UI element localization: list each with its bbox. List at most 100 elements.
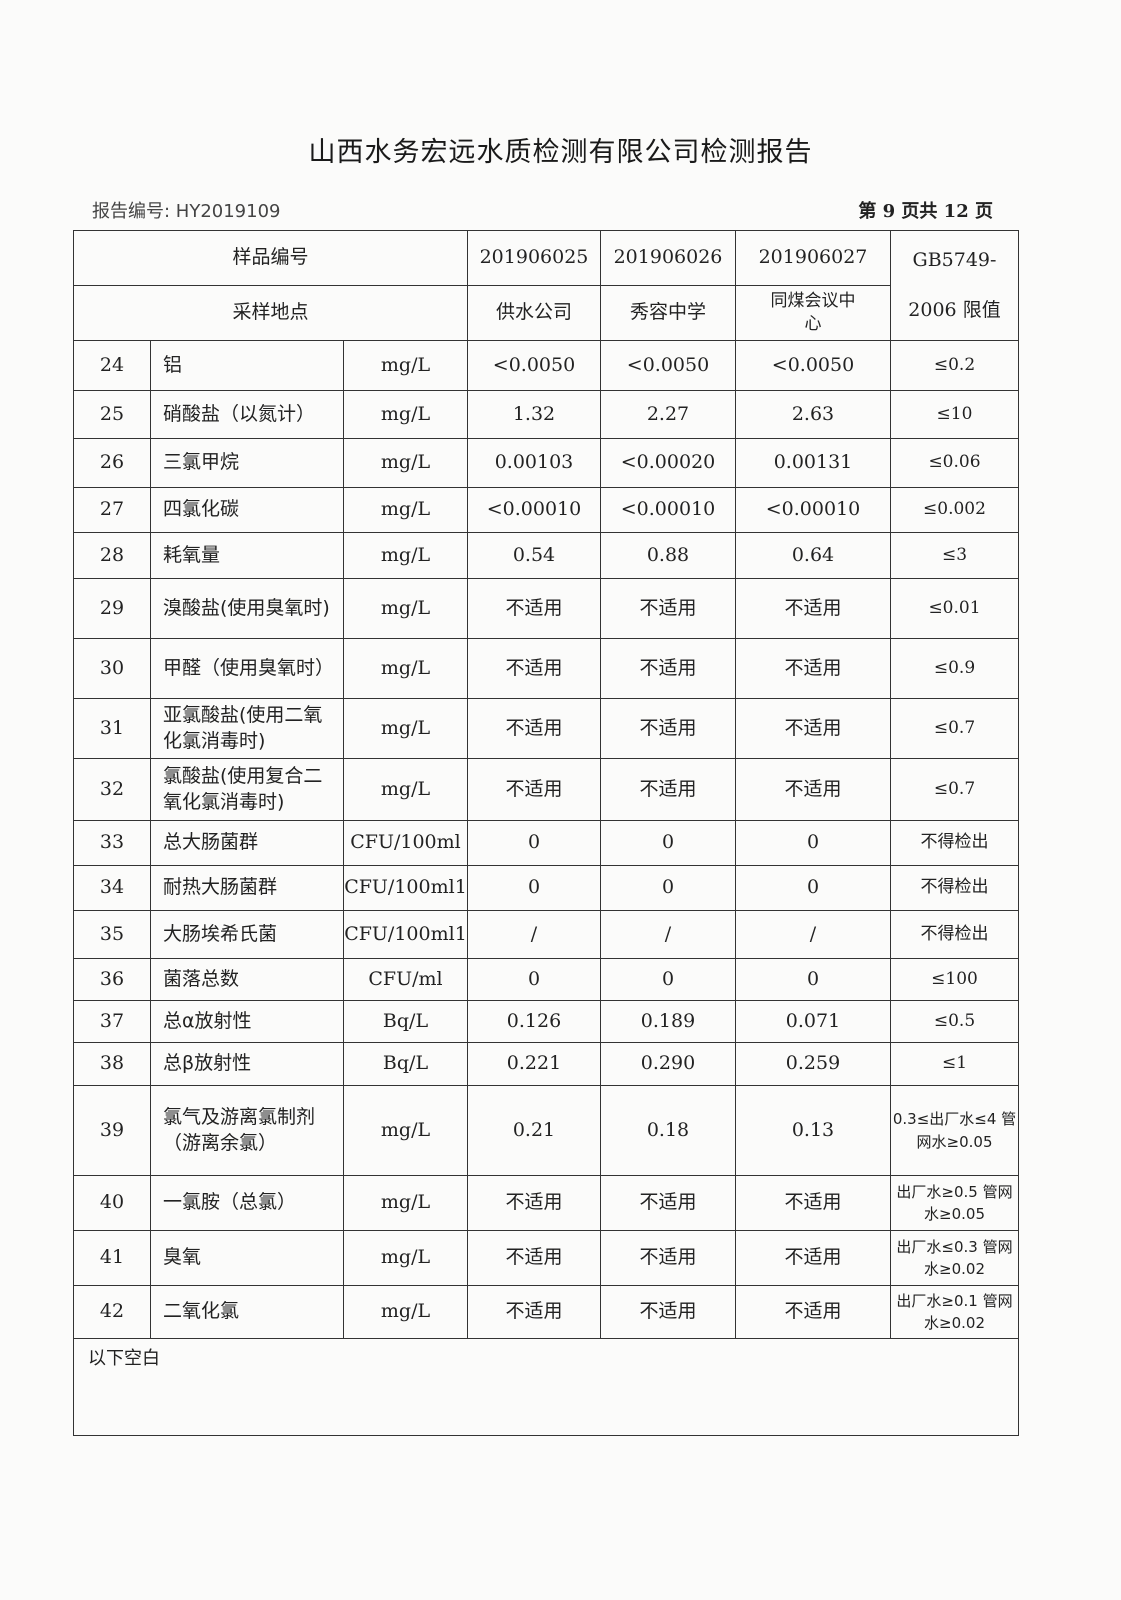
item-name: 一氯胺（总氯） — [150, 1175, 344, 1231]
item-value: <0.0050 — [600, 340, 736, 391]
item-limit: ≤0.5 — [890, 1000, 1019, 1043]
item-value: 不适用 — [467, 1285, 601, 1339]
item-value: 0.221 — [467, 1042, 601, 1086]
item-value: / — [735, 910, 891, 959]
item-number: 38 — [73, 1042, 151, 1086]
item-name: 溴酸盐(使用臭氧时) — [150, 578, 344, 639]
table-row: 34 耐热大肠菌群 CFU/100ml1 0 0 0 不得检出 — [73, 865, 1019, 911]
table-row: 28 耗氧量 mg/L 0.54 0.88 0.64 ≤3 — [73, 532, 1019, 579]
results-table: 样品编号 201906025 201906026 201906027 GB574… — [73, 230, 1019, 1436]
page-number: 第 9 页共 12 页 — [858, 201, 993, 222]
limit-header: GB5749-2006 限值 — [890, 230, 1019, 341]
item-value: 0.21 — [467, 1085, 601, 1176]
item-value: 不适用 — [467, 1230, 601, 1286]
sample-site: 秀容中学 — [600, 285, 736, 341]
item-limit: ≤3 — [890, 532, 1019, 579]
item-value: 0.290 — [600, 1042, 736, 1086]
item-value: 0.189 — [600, 1000, 736, 1043]
item-value: 不适用 — [600, 578, 736, 639]
header-row-sample-no: 样品编号 201906025 201906026 201906027 GB574… — [73, 230, 1019, 341]
table-row: 42 二氧化氯 mg/L 不适用 不适用 不适用 出厂水≥0.1 管网水≥0.02 — [73, 1285, 1019, 1339]
item-unit: CFU/100ml1 — [343, 910, 468, 959]
item-name: 氯酸盐(使用复合二氧化氯消毒时) — [150, 758, 344, 821]
item-name: 臭氧 — [150, 1230, 344, 1286]
item-name: 硝酸盐（以氮计） — [150, 390, 344, 439]
item-name: 四氯化碳 — [150, 487, 344, 533]
item-value: 不适用 — [467, 578, 601, 639]
item-value: <0.0050 — [735, 340, 891, 391]
item-value: 0 — [600, 865, 736, 911]
site-label: 采样地点 — [73, 285, 468, 341]
item-number: 39 — [73, 1085, 151, 1176]
table-row: 35 大肠埃希氏菌 CFU/100ml1// / 不得检出 — [73, 910, 1019, 959]
item-unit: mg/L — [343, 638, 468, 699]
item-unit: mg/L — [343, 1285, 468, 1339]
item-value: 不适用 — [735, 578, 891, 639]
item-value: 不适用 — [735, 758, 891, 821]
item-name: 大肠埃希氏菌 — [150, 910, 344, 959]
item-number: 30 — [73, 638, 151, 699]
item-value: 0 — [735, 820, 891, 866]
item-unit: CFU/ml — [343, 958, 468, 1001]
item-value: 不适用 — [735, 1285, 891, 1339]
item-unit: mg/L — [343, 1175, 468, 1231]
item-limit: ≤10 — [890, 390, 1019, 439]
item-value: 不适用 — [600, 638, 736, 699]
item-unit: Bq/L — [343, 1042, 468, 1086]
item-value: 0 — [600, 958, 736, 1001]
item-name: 氯气及游离氯制剂（游离余氯） — [150, 1085, 344, 1176]
report-number: 报告编号: HY2019109 — [92, 201, 281, 222]
item-unit: mg/L — [343, 390, 468, 439]
item-number: 25 — [73, 390, 151, 439]
item-value: 1.32 — [467, 390, 601, 439]
item-name: 总β放射性 — [150, 1042, 344, 1086]
item-value: 不适用 — [467, 758, 601, 821]
sample-id: 201906025 — [467, 230, 601, 286]
table-row: 39 氯气及游离氯制剂（游离余氯） mg/L 0.21 0.18 0.13 0.3≤出厂水≤… — [73, 1085, 1019, 1176]
item-name: 总α放射性 — [150, 1000, 344, 1043]
item-unit: Bq/L — [343, 1000, 468, 1043]
sample-id: 201906027 — [735, 230, 891, 286]
item-name: 耐热大肠菌群 — [150, 865, 344, 911]
item-number: 37 — [73, 1000, 151, 1043]
item-unit: mg/L — [343, 340, 468, 391]
item-unit: mg/L — [343, 758, 468, 821]
item-number: 29 — [73, 578, 151, 639]
table-row: 25 硝酸盐（以氮计） mg/L 1.32 2.27 2.63 ≤10 — [73, 390, 1019, 439]
table-row: 40 一氯胺（总氯） mg/L 不适用 不适用 不适用 出厂水≥0.5 管网水≥0.05 — [73, 1175, 1019, 1231]
item-value: 2.27 — [600, 390, 736, 439]
item-limit: ≤1 — [890, 1042, 1019, 1086]
table-row: 32 氯酸盐(使用复合二氧化氯消毒时) mg/L 不适用 不适用 不适用 ≤0.7 — [73, 758, 1019, 821]
item-limit: 不得检出 — [890, 910, 1019, 959]
item-value: 不适用 — [735, 698, 891, 759]
item-number: 26 — [73, 438, 151, 488]
table-row: 24 铝 mg/L <0.0050 <0.0050 <0.0050 ≤0.2 — [73, 340, 1019, 391]
item-value: 0.54 — [467, 532, 601, 579]
item-unit: mg/L — [343, 698, 468, 759]
item-number: 28 — [73, 532, 151, 579]
item-number: 34 — [73, 865, 151, 911]
item-value: / — [600, 910, 736, 959]
item-limit: 出厂水≤0.3 管网水≥0.02 — [890, 1230, 1019, 1286]
item-value: 0.00131 — [735, 438, 891, 488]
item-value: <0.00020 — [600, 438, 736, 488]
item-name: 菌落总数 — [150, 958, 344, 1001]
item-value: 0 — [735, 958, 891, 1001]
item-value: 不适用 — [467, 698, 601, 759]
item-name: 铝 — [150, 340, 344, 391]
item-number: 35 — [73, 910, 151, 959]
item-name: 耗氧量 — [150, 532, 344, 579]
item-name: 甲醛（使用臭氧时） — [150, 638, 344, 699]
table-row: 38 总β放射性 Bq/L 0.221 0.290 0.259 ≤1 — [73, 1042, 1019, 1086]
item-value: 0.00103 — [467, 438, 601, 488]
item-limit: 出厂水≥0.5 管网水≥0.05 — [890, 1175, 1019, 1231]
report-title: 山西水务宏远水质检测有限公司检测报告 — [308, 137, 813, 168]
item-value: 0 — [735, 865, 891, 911]
sample-no-label: 样品编号 — [73, 230, 468, 286]
item-unit: mg/L — [343, 487, 468, 533]
table-row: 36 菌落总数 CFU/ml 0 0 0 ≤100 — [73, 958, 1019, 1001]
table-row: 26 三氯甲烷 mg/L 0.00103 <0.00020 0.00131 ≤0.06 — [73, 438, 1019, 488]
item-number: 41 — [73, 1230, 151, 1286]
item-value: <0.00010 — [735, 487, 891, 533]
item-value: 0 — [600, 820, 736, 866]
